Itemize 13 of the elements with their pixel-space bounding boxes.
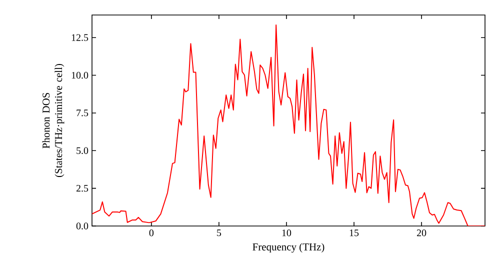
x-tick-label: 5 bbox=[217, 230, 222, 236]
x-tick-label: 15 bbox=[350, 230, 359, 236]
y-tick-label: 7.5 bbox=[76, 110, 88, 116]
y-tick-label: 12.5 bbox=[72, 34, 88, 41]
y-tick-label: 0.0 bbox=[76, 222, 88, 230]
x-tick-label: 10 bbox=[282, 230, 292, 236]
y-tick-label: 2.5 bbox=[76, 184, 88, 192]
x-tick-label: 0 bbox=[149, 230, 154, 236]
y-tick-label: 10.0 bbox=[72, 72, 88, 79]
x-axis-title: Frequency (THz) bbox=[252, 243, 324, 253]
x-tick-label: 20 bbox=[416, 230, 426, 236]
y-tick-label: 5.0 bbox=[76, 147, 88, 154]
y-axis-title: Phonon DOS (States/THz·primitive cell) bbox=[42, 64, 64, 177]
